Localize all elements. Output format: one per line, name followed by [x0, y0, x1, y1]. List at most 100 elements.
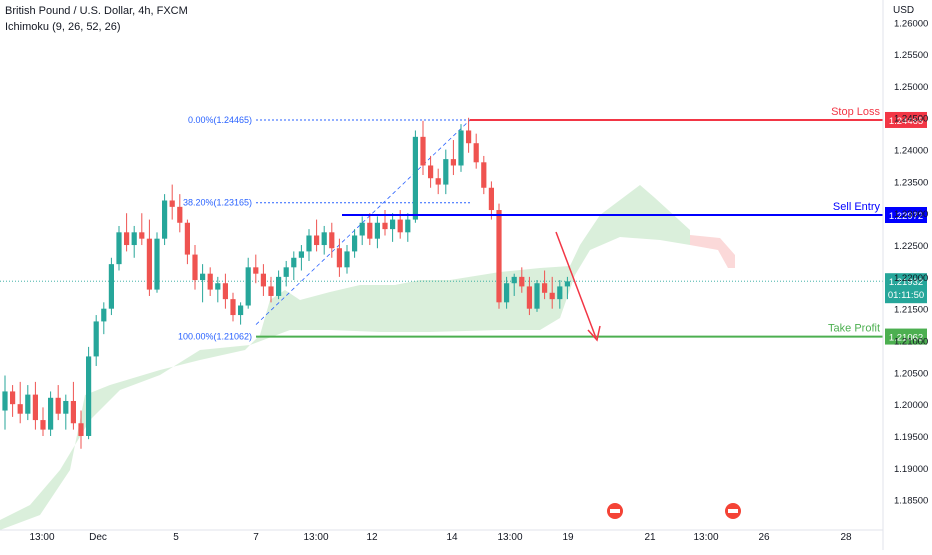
fib-trendline	[255, 119, 471, 325]
candle-body	[473, 143, 479, 163]
candle-body	[504, 283, 510, 303]
candle-body	[260, 273, 266, 287]
candle-body	[2, 391, 8, 411]
candle-body	[162, 200, 168, 239]
candle-body	[70, 400, 76, 424]
y-tick-label: 1.25000	[894, 82, 928, 93]
fib-level-label: 100.00%(1.21062)	[178, 332, 252, 342]
candle-body	[367, 222, 373, 239]
candle-body	[32, 394, 38, 421]
candle-body	[124, 232, 130, 246]
current-price-tag	[885, 273, 927, 304]
fib-level-label: 0.00%(1.24465)	[188, 115, 252, 125]
candle-body	[48, 397, 54, 430]
candle-body	[108, 264, 114, 309]
candle-body	[177, 206, 183, 223]
y-tick-label: 1.23500	[894, 177, 928, 188]
candle-body	[184, 222, 190, 255]
take-profit-price-tag	[885, 328, 927, 345]
x-tick-label: 13:00	[29, 532, 54, 543]
candle-body	[443, 159, 449, 185]
take-profit-price-text: 1.21062	[889, 333, 923, 344]
candle-body	[230, 299, 236, 316]
indicator-label: Ichimoku (9, 26, 52, 26)	[5, 21, 121, 33]
y-tick-label: 1.26000	[894, 18, 928, 29]
stop-loss-price-tag	[885, 111, 927, 128]
y-tick-label: 1.24500	[894, 114, 928, 125]
candle-body	[557, 286, 563, 300]
candle-body	[10, 391, 16, 405]
candle-body	[154, 238, 160, 290]
y-tick-label: 1.23000	[894, 209, 928, 220]
sell-entry-price-text: 1.22972	[889, 211, 923, 222]
y-tick-label: 1.19500	[894, 432, 928, 443]
candle-body	[488, 187, 494, 211]
candle-body	[382, 222, 388, 230]
currency-label: USD	[893, 5, 915, 16]
candle-body	[146, 238, 152, 290]
us-flag-event-icon-stripe	[728, 509, 738, 513]
candle-body	[534, 283, 540, 309]
candle-body	[93, 321, 99, 357]
y-tick-label: 1.20500	[894, 368, 928, 379]
bar-countdown: 01:11:50	[888, 290, 924, 301]
candle-body	[481, 162, 487, 188]
y-tick-label: 1.19000	[894, 464, 928, 475]
candle-body	[40, 420, 46, 430]
candle-body	[139, 232, 145, 239]
candle-body	[496, 210, 502, 303]
x-tick-label: 12	[366, 532, 378, 543]
candle-body	[359, 222, 365, 236]
stop-loss-price-text: 1.24465	[889, 116, 923, 127]
candle-body	[519, 276, 525, 287]
x-tick-label: 7	[253, 532, 259, 543]
x-tick-label: 14	[446, 532, 458, 543]
projection-arrow-line	[555, 231, 597, 339]
candle-body	[450, 159, 456, 166]
candle-body	[131, 232, 137, 246]
y-tick-label: 1.25500	[894, 50, 928, 61]
candle-body	[458, 130, 464, 166]
candle-body	[405, 219, 411, 233]
candle-body	[283, 267, 289, 277]
x-tick-label: 21	[644, 532, 656, 543]
take-profit-label: Take Profit	[828, 323, 880, 335]
x-tick-label: 28	[840, 532, 852, 543]
x-tick-label: 19	[562, 532, 574, 543]
candle-body	[466, 130, 472, 144]
ichimoku-cloud-bullish	[0, 185, 690, 530]
candle-body	[116, 232, 122, 265]
candle-body	[245, 267, 251, 306]
x-tick-label: 13:00	[497, 532, 522, 543]
candle-body	[298, 251, 304, 258]
candle-body	[55, 397, 61, 414]
candle-body	[549, 292, 555, 300]
candle-body	[435, 178, 441, 185]
candle-body	[192, 254, 198, 281]
candle-body	[344, 251, 350, 268]
candle-body	[63, 400, 69, 414]
candle-body	[253, 267, 259, 274]
y-tick-label: 1.22500	[894, 241, 928, 252]
sell-entry-label: Sell Entry	[833, 201, 881, 213]
y-tick-label: 1.20000	[894, 400, 928, 411]
x-tick-label: 13:00	[693, 532, 718, 543]
x-tick-label: 5	[173, 532, 179, 543]
y-tick-label: 1.18500	[894, 496, 928, 507]
candle-body	[200, 273, 206, 281]
candle-body	[215, 283, 221, 290]
candle-body	[542, 283, 548, 293]
ichimoku-cloud-bearish	[690, 235, 735, 268]
candle-body	[314, 235, 320, 246]
candle-body	[78, 423, 84, 436]
candle-body	[564, 281, 570, 287]
x-tick-label: 26	[758, 532, 770, 543]
candle-body	[336, 248, 342, 268]
candle-body	[321, 232, 327, 246]
candle-body	[276, 276, 282, 296]
candle-body	[329, 232, 335, 249]
candle-body	[25, 394, 31, 414]
candle-body	[101, 308, 107, 322]
